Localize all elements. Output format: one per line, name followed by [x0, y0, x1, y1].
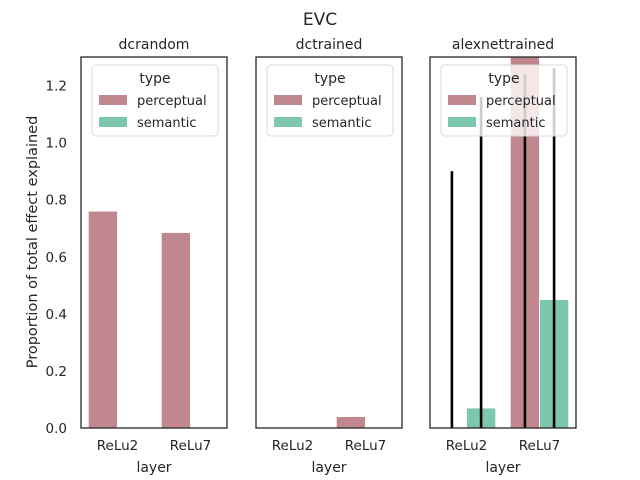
- y-tick-label: 0.8: [46, 193, 67, 209]
- subplot-title: alexnettrained: [452, 37, 554, 53]
- y-tick-label: 0.6: [46, 250, 67, 266]
- legend-title: type: [139, 71, 170, 87]
- legend-title: type: [314, 71, 345, 87]
- axes-frame: [255, 56, 403, 429]
- legend-swatch-perceptual: [448, 95, 476, 105]
- subplot-alexnettrained: alexnettrained ReLu2 ReLu7 layer type percept…: [429, 37, 577, 476]
- x-tick-label: ReLu7: [519, 438, 561, 454]
- legend-swatch-semantic: [274, 117, 302, 127]
- y-tick-label: 0.4: [46, 307, 67, 323]
- x-tick-label: ReLu2: [446, 438, 488, 454]
- bar-perceptual-ReLu2: [87, 210, 118, 428]
- y-axis-label: Proportion of total effect explained: [25, 116, 41, 369]
- legend-swatch-perceptual: [99, 95, 127, 105]
- x-tick-label: ReLu2: [97, 438, 139, 454]
- plot-area: [335, 416, 366, 428]
- plot-area: [87, 210, 191, 428]
- legend-label-perceptual: perceptual: [137, 94, 207, 109]
- legend-swatch-semantic: [448, 117, 476, 127]
- legend-swatch-perceptual: [274, 95, 302, 105]
- x-axis-label: layer: [311, 460, 346, 476]
- y-tick-label: 1.0: [46, 136, 67, 152]
- y-tick-label: 0.2: [46, 364, 67, 380]
- legend-label-semantic: semantic: [137, 116, 197, 131]
- subplot-dctrained: dctrained ReLu2 ReLu7 layer type perceptual se…: [255, 37, 403, 476]
- subplot-title: dcrandom: [119, 37, 190, 53]
- subplot-dcrandom: dcrandom ReLu2 ReLu7 layer 0.0 0.2 0.4 0.6 0.8 1.…: [46, 37, 228, 476]
- subplot-title: dctrained: [296, 37, 363, 53]
- x-axis-label: layer: [485, 460, 520, 476]
- bar-perceptual-ReLu7: [160, 232, 191, 428]
- legend-title: type: [488, 71, 519, 87]
- x-axis-label: layer: [136, 460, 171, 476]
- legend-label-semantic: semantic: [312, 116, 372, 131]
- y-tick-label: 0.0: [46, 421, 67, 437]
- x-tick-label: ReLu2: [272, 438, 314, 454]
- x-tick-label: ReLu7: [170, 438, 212, 454]
- axes-frame: [80, 56, 228, 429]
- legend-swatch-semantic: [99, 117, 127, 127]
- legend: type perceptual semantic: [440, 64, 568, 137]
- legend: type perceptual semantic: [266, 64, 394, 137]
- bar-perceptual-ReLu7: [335, 416, 366, 428]
- x-tick-label: ReLu7: [345, 438, 387, 454]
- subplot-panels: dcrandom ReLu2 ReLu7 layer 0.0 0.2 0.4 0.6 0.8 1.…: [46, 37, 577, 476]
- figure-suptitle: EVC: [303, 10, 337, 30]
- legend-label-perceptual: perceptual: [312, 94, 382, 109]
- legend: type perceptual semantic: [91, 64, 219, 137]
- axes-frame: [429, 56, 577, 429]
- legend-label-perceptual: perceptual: [486, 94, 556, 109]
- legend-label-semantic: semantic: [486, 116, 546, 131]
- y-tick-label: 1.2: [46, 79, 67, 95]
